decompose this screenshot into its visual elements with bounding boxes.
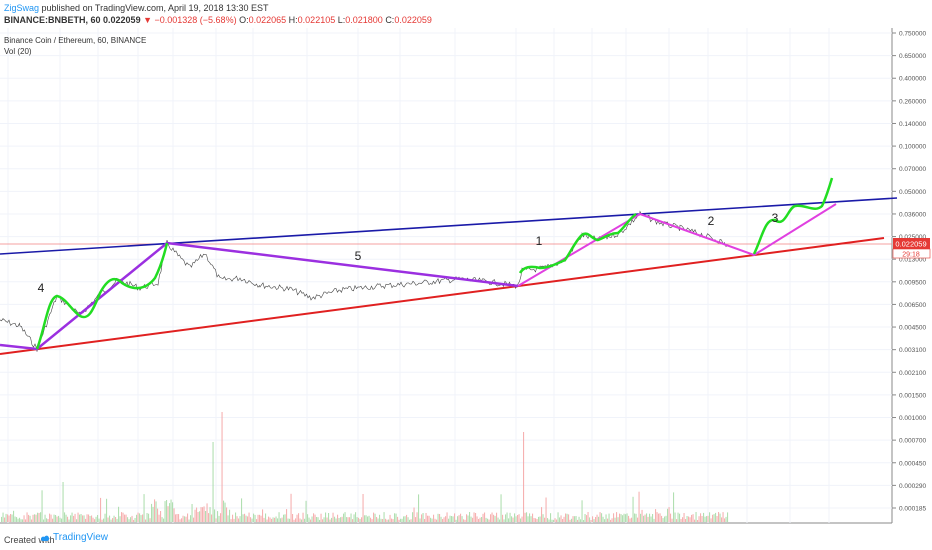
price-tick-label: 0.006500 bbox=[899, 302, 926, 309]
wave-label: 2 bbox=[708, 214, 715, 228]
volume-legend: Vol (20) bbox=[4, 47, 32, 56]
created-with-label: Created with bbox=[4, 535, 55, 545]
tradingview-label: TradingView bbox=[53, 532, 109, 543]
purple-wave bbox=[0, 241, 519, 351]
low-label: L: bbox=[337, 15, 346, 25]
close-value: 0.022059 bbox=[394, 15, 432, 25]
last-price: 0.022059 bbox=[103, 15, 141, 25]
price-tick-label: 0.000185 bbox=[899, 506, 926, 513]
high-label: H: bbox=[288, 15, 298, 25]
price-tick-label: 0.000450 bbox=[899, 460, 926, 467]
price-tick-label: 0.000290 bbox=[899, 483, 926, 490]
price-chart[interactable]: 4 5 1 2 3 Binance Coin / Ethereum, 60, BINAN… bbox=[0, 28, 932, 528]
green-path-2 bbox=[518, 212, 637, 274]
green-path-3 bbox=[752, 177, 834, 255]
price-tick-label: 0.013000 bbox=[899, 257, 926, 264]
open-label: O: bbox=[239, 15, 249, 25]
price-tick-label: 0.050000 bbox=[899, 189, 926, 196]
price-tick-label: 0.025000 bbox=[899, 234, 926, 241]
price-tick-label: 0.260000 bbox=[899, 98, 926, 105]
wave-label: 4 bbox=[38, 281, 45, 295]
current-price-tag bbox=[893, 238, 930, 249]
price-tick-label: 0.002100 bbox=[899, 370, 926, 377]
red-trendline bbox=[0, 237, 885, 355]
price-change: ▼ −0.001328 (−5.68%) bbox=[143, 15, 237, 25]
price-tick-label: 0.000700 bbox=[899, 438, 926, 445]
plot-area[interactable] bbox=[0, 28, 892, 523]
current-price-value: 0.022059 bbox=[895, 240, 926, 249]
publish-info: published on TradingView.com, April 19, … bbox=[41, 3, 269, 13]
blue-trendline bbox=[0, 197, 898, 255]
price-axis: 0.750000 0.650000 0.400000 0.260000 0.140000… bbox=[892, 31, 926, 513]
publish-line: ZigSwag published on TradingView.com, Ap… bbox=[4, 3, 269, 13]
wave-label: 5 bbox=[355, 249, 362, 263]
open-value: 0.022065 bbox=[248, 15, 287, 25]
countdown-value: 29:18 bbox=[902, 252, 920, 259]
price-tick-label: 0.009500 bbox=[899, 279, 926, 286]
symbol-label: BINANCE:BNBETH, 60 bbox=[4, 15, 101, 25]
wave-annotations: 4 5 1 2 3 bbox=[38, 211, 779, 295]
price-tick-label: 0.750000 bbox=[899, 31, 926, 38]
price-tick-label: 0.004500 bbox=[899, 325, 926, 332]
chart-title: Binance Coin / Ethereum, 60, BINANCE bbox=[4, 36, 146, 45]
price-tick-label: 0.036000 bbox=[899, 211, 926, 218]
magenta-wave bbox=[517, 203, 837, 287]
low-value: 0.021800 bbox=[345, 15, 383, 25]
author-link[interactable]: ZigSwag bbox=[4, 3, 40, 13]
wave-label: 1 bbox=[536, 234, 543, 248]
green-path-1 bbox=[35, 242, 169, 350]
ohlc-line: BINANCE:BNBETH, 60 0.022059 ▼ −0.001328 … bbox=[4, 15, 432, 25]
tradingview-logo-icon bbox=[41, 535, 50, 541]
price-tick-label: 0.001000 bbox=[899, 415, 926, 422]
chart-header: ZigSwag published on TradingView.com, Ap… bbox=[0, 0, 932, 28]
price-tick-label: 0.070000 bbox=[899, 166, 926, 173]
close-label: C: bbox=[385, 15, 395, 25]
countdown-tag bbox=[892, 248, 931, 259]
tradingview-brand[interactable]: TradingView bbox=[40, 532, 108, 543]
price-tick-label: 0.400000 bbox=[899, 76, 926, 83]
footer: Created with TradingView bbox=[0, 530, 932, 550]
price-tick-label: 0.650000 bbox=[899, 53, 926, 60]
wave-label: 3 bbox=[772, 211, 779, 225]
price-tick-label: 0.140000 bbox=[899, 121, 926, 128]
volume-bars bbox=[1, 412, 729, 522]
price-tick-label: 0.003100 bbox=[899, 347, 926, 354]
price-tick-label: 0.100000 bbox=[899, 144, 926, 151]
price-tick-label: 0.001500 bbox=[899, 392, 926, 399]
high-value: 0.022105 bbox=[297, 15, 336, 25]
